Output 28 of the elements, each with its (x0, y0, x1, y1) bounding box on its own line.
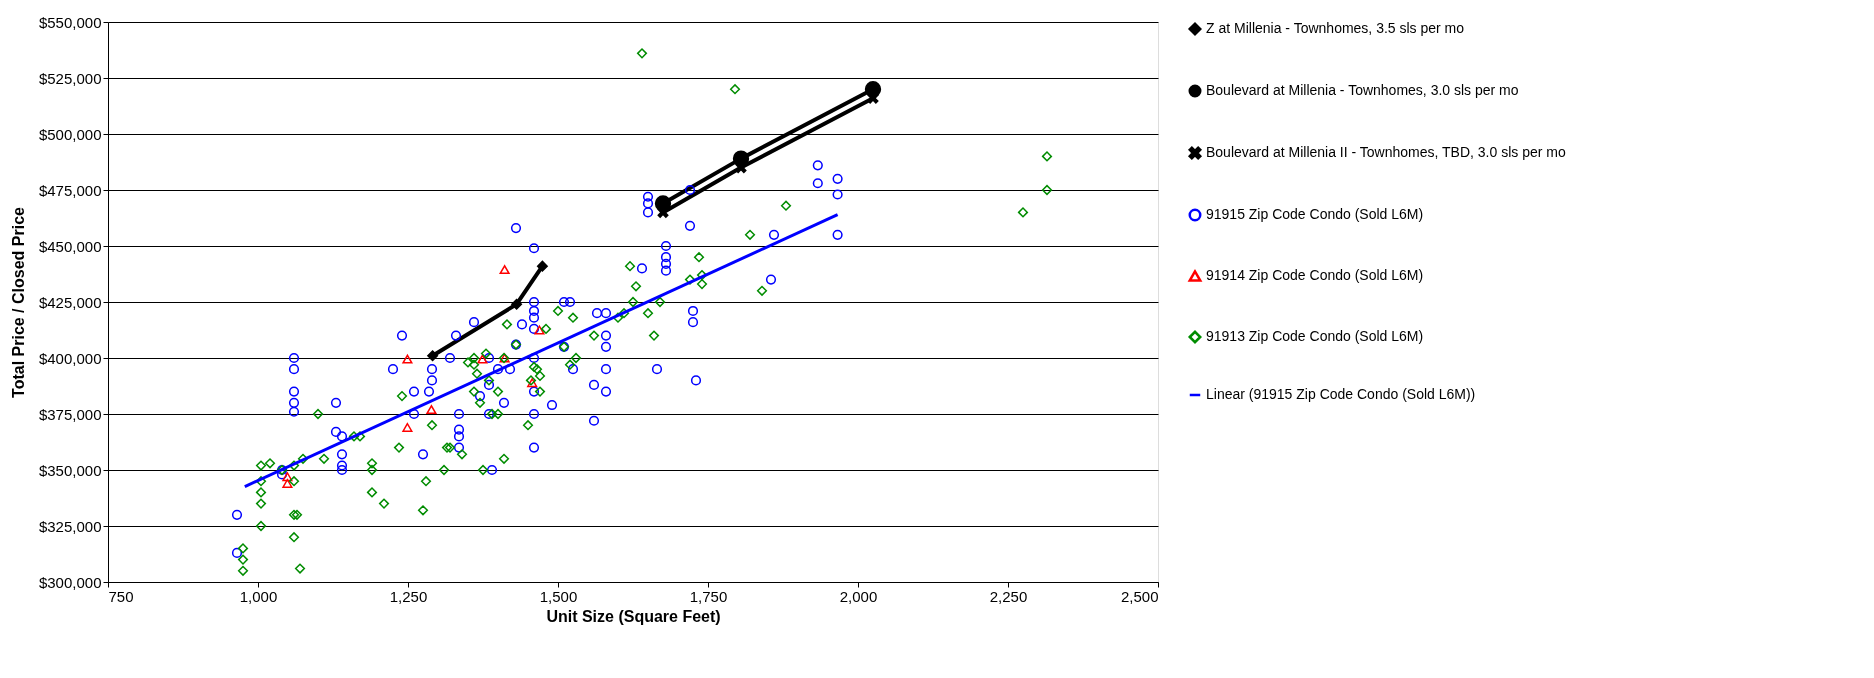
y-tick-label: $325,000 (38, 517, 102, 535)
y-tick-label: $500,000 (38, 125, 102, 143)
x-tick-label: 1,000 (239, 587, 278, 605)
y-tick-label: $375,000 (38, 405, 102, 423)
y-tick-label: $550,000 (38, 13, 102, 31)
y-axis-title: Total Price / Closed Price (9, 206, 27, 398)
x-tick-label: 2,500 (1120, 587, 1159, 605)
y-tick-label: $475,000 (38, 181, 102, 199)
y-tick-label: $525,000 (38, 69, 102, 87)
y-tick-label: $350,000 (38, 461, 102, 479)
legend-label: 91914 Zip Code Condo (Sold L6M) (1206, 267, 1424, 283)
x-tick-label: 2,000 (839, 587, 878, 605)
y-tick-label: $400,000 (38, 349, 102, 367)
y-tick-label: $300,000 (38, 573, 102, 591)
legend-label: Linear (91915 Zip Code Condo (Sold L6M)) (1206, 386, 1476, 402)
y-tick-label: $450,000 (38, 237, 102, 255)
x-tick-label: 750 (108, 587, 134, 605)
x-tick-label: 1,750 (689, 587, 728, 605)
x-axis-title: Unit Size (Square Feet) (546, 607, 721, 625)
legend-label: 91913 Zip Code Condo (Sold L6M) (1206, 328, 1424, 344)
legend-label: Z at Millenia - Townhomes, 3.5 sls per mo (1206, 20, 1465, 36)
x-tick-label: 2,250 (989, 587, 1028, 605)
x-tick-label: 1,250 (389, 587, 428, 605)
y-tick-label: $425,000 (38, 293, 102, 311)
legend-label: 91915 Zip Code Condo (Sold L6M) (1206, 206, 1424, 222)
legend-label: Boulevard at Millenia II - Townhomes, TBD, 3.0 sls per mo (1206, 144, 1566, 160)
x-tick-label: 1,500 (539, 587, 578, 605)
legend-label: Boulevard at Millenia - Townhomes, 3.0 sls per mo (1206, 82, 1519, 98)
